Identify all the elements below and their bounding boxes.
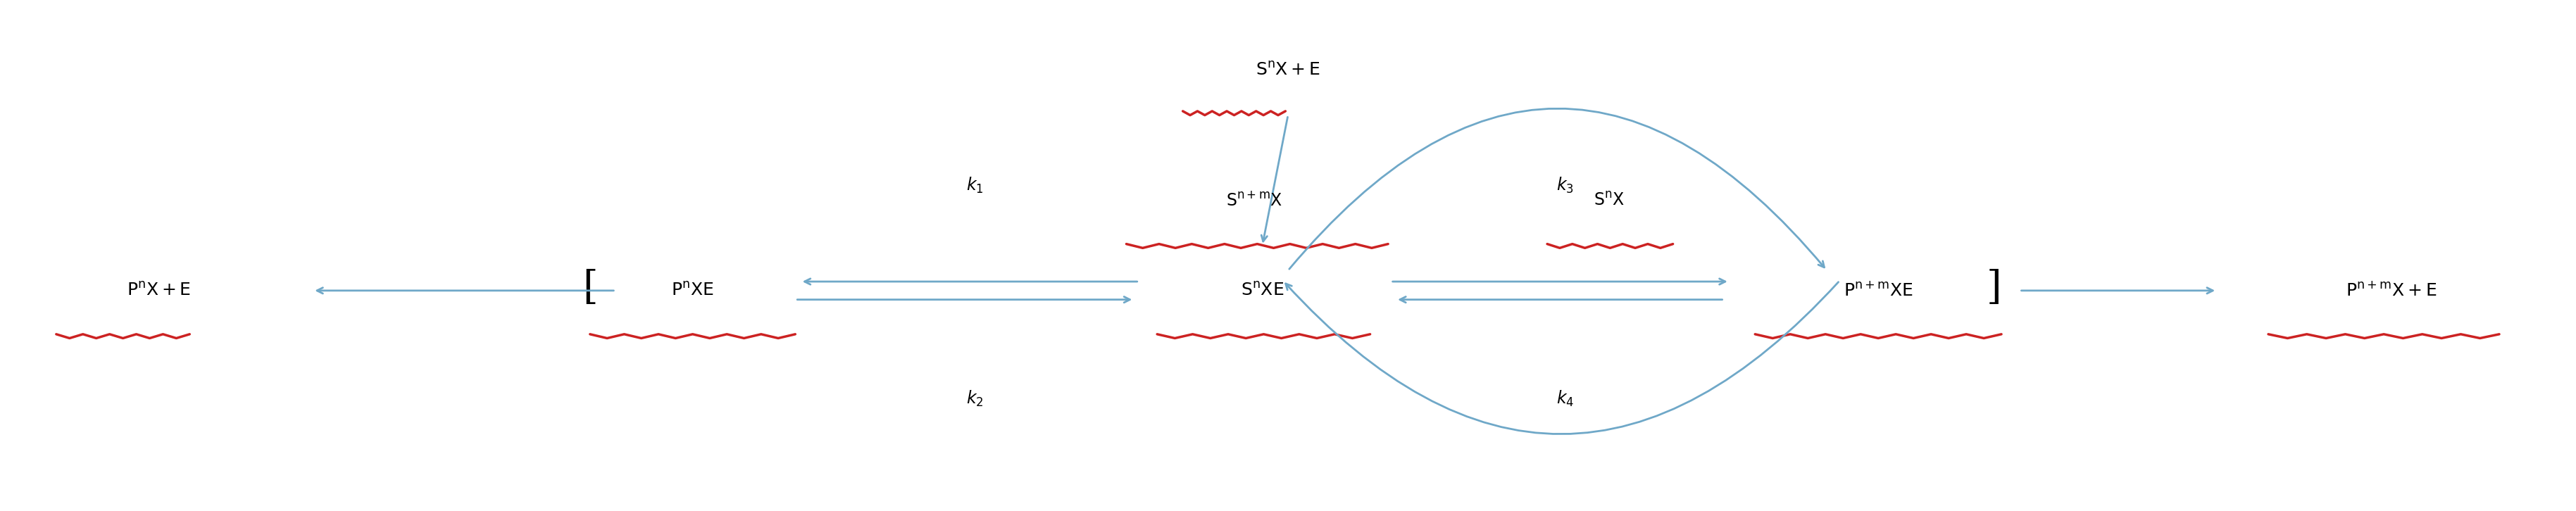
Text: $k_3$: $k_3$	[1556, 176, 1574, 195]
Text: ]: ]	[1986, 269, 2002, 307]
Text: $\mathrm{S^nX + E}$: $\mathrm{S^nX + E}$	[1255, 62, 1321, 79]
Text: $\mathrm{P^nX + E}$: $\mathrm{P^nX + E}$	[126, 282, 191, 299]
Text: $\mathrm{S^nX}$: $\mathrm{S^nX}$	[1595, 192, 1625, 209]
Text: $k_2$: $k_2$	[966, 389, 984, 408]
Text: $\mathrm{P^{n+m}X + E}$: $\mathrm{P^{n+m}X + E}$	[2347, 282, 2437, 299]
Text: $k_1$: $k_1$	[966, 176, 984, 195]
Text: $\mathrm{S^nXE}$: $\mathrm{S^nXE}$	[1242, 282, 1283, 299]
Text: $k_4$: $k_4$	[1556, 389, 1574, 408]
Text: [: [	[582, 269, 598, 307]
Text: $\mathrm{P^nXE}$: $\mathrm{P^nXE}$	[672, 282, 714, 299]
Text: $\mathrm{S^{n+m}X}$: $\mathrm{S^{n+m}X}$	[1226, 192, 1283, 209]
Text: $\mathrm{P^{n+m}XE}$: $\mathrm{P^{n+m}XE}$	[1844, 282, 1914, 299]
